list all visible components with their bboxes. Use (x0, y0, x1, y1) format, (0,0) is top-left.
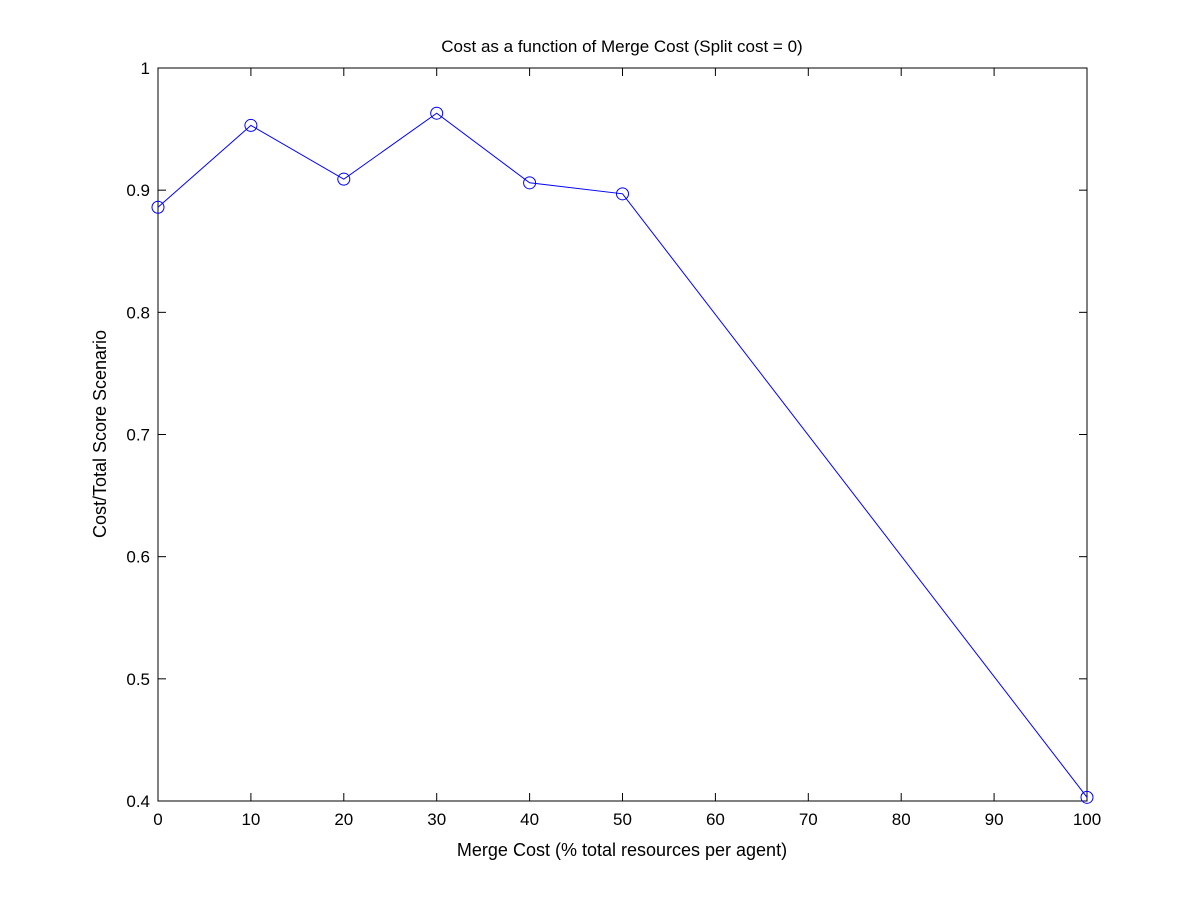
data-series (151, 106, 1094, 804)
plot-area (157, 67, 1088, 802)
data-point (337, 172, 351, 186)
x-tick-label: 20 (334, 810, 353, 829)
x-tick-label: 60 (706, 810, 725, 829)
x-tick-label: 70 (799, 810, 818, 829)
data-point (1080, 790, 1094, 804)
y-tick-label: 0.6 (126, 548, 150, 567)
y-tick-label: 0.5 (126, 670, 150, 689)
x-tick-label: 0 (153, 810, 162, 829)
data-point (151, 200, 165, 214)
data-point (616, 187, 629, 201)
y-axis: 0.4 0.5 0.6 0.7 0.8 0.9 1 (126, 59, 1087, 811)
x-tick-label: 30 (427, 810, 446, 829)
x-tick-label: 10 (241, 810, 260, 829)
data-point (244, 118, 258, 132)
y-tick-label: 0.7 (126, 426, 150, 445)
data-point (430, 106, 444, 120)
y-axis-label: Cost/Total Score Scenario (90, 330, 110, 538)
x-tick-label: 90 (985, 810, 1004, 829)
x-tick-label: 80 (892, 810, 911, 829)
y-tick-label: 0.9 (126, 181, 150, 200)
y-tick-label: 0.4 (126, 792, 150, 811)
x-tick-label: 100 (1073, 810, 1101, 829)
y-tick-label: 0.8 (126, 303, 150, 322)
data-point (523, 176, 537, 190)
chart-title: Cost as a function of Merge Cost (Split … (441, 37, 802, 56)
x-axis-label: Merge Cost (% total resources per agent) (457, 840, 787, 860)
x-axis: 0 10 20 30 40 50 60 70 80 90 100 (153, 68, 1101, 829)
x-tick-label: 50 (613, 810, 632, 829)
y-tick-label: 1 (141, 59, 150, 78)
x-tick-label: 40 (520, 810, 539, 829)
series-line (157, 112, 1088, 798)
